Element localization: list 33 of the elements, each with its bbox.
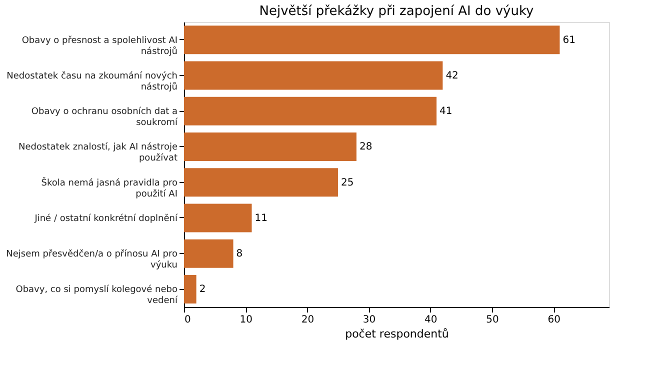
y-tick-label: Nejsem přesvědčen/a o přínosu AI pro výuku xyxy=(6,248,178,271)
bar xyxy=(184,96,437,126)
y-tick-label: Obavy o ochranu osobních dat a soukromí xyxy=(31,106,178,128)
bar xyxy=(184,26,560,54)
data-label: 2 xyxy=(199,284,206,296)
bar xyxy=(184,61,443,90)
chart-title: Největší překážky při zapojení AI do výuky xyxy=(259,4,534,19)
bar xyxy=(184,204,252,232)
bar xyxy=(184,239,234,268)
x-tick-label: 40 xyxy=(424,314,438,326)
data-label: 11 xyxy=(254,212,268,224)
bar xyxy=(184,168,338,197)
y-tick-label: Obavy, co si pomyslí kolegové nebo vedení xyxy=(16,284,178,306)
data-label: 8 xyxy=(236,248,243,260)
x-tick-label: 50 xyxy=(486,314,499,326)
data-label: 42 xyxy=(446,70,458,82)
y-tick-label: Jiné / ostatní konkrétní doplnění xyxy=(34,212,178,224)
data-label: 61 xyxy=(562,34,576,46)
x-tick-label: 30 xyxy=(362,314,376,326)
data-label: 28 xyxy=(359,142,372,153)
x-tick-label: 10 xyxy=(240,314,252,326)
bar xyxy=(184,274,196,304)
x-tick-label: 20 xyxy=(301,314,314,326)
x-tick-label: 0 xyxy=(184,314,191,326)
bar xyxy=(184,132,356,161)
x-tick-label: 60 xyxy=(548,314,560,326)
y-tick-label: Obavy o přesnost a spolehlivost AI nástrojů xyxy=(22,34,178,57)
x-axis-title: počet respondentů xyxy=(345,328,449,340)
y-tick-label: Nedostatek znalostí, jak AI nástroje používat xyxy=(18,142,178,164)
y-tick-label: Škola nemá jasná pravidla pro použití AI xyxy=(41,176,178,200)
data-label: 25 xyxy=(340,177,354,188)
y-tick-label: Nedostatek času na zkoumání nových nástrojů xyxy=(6,70,178,92)
data-label: 41 xyxy=(440,106,452,118)
